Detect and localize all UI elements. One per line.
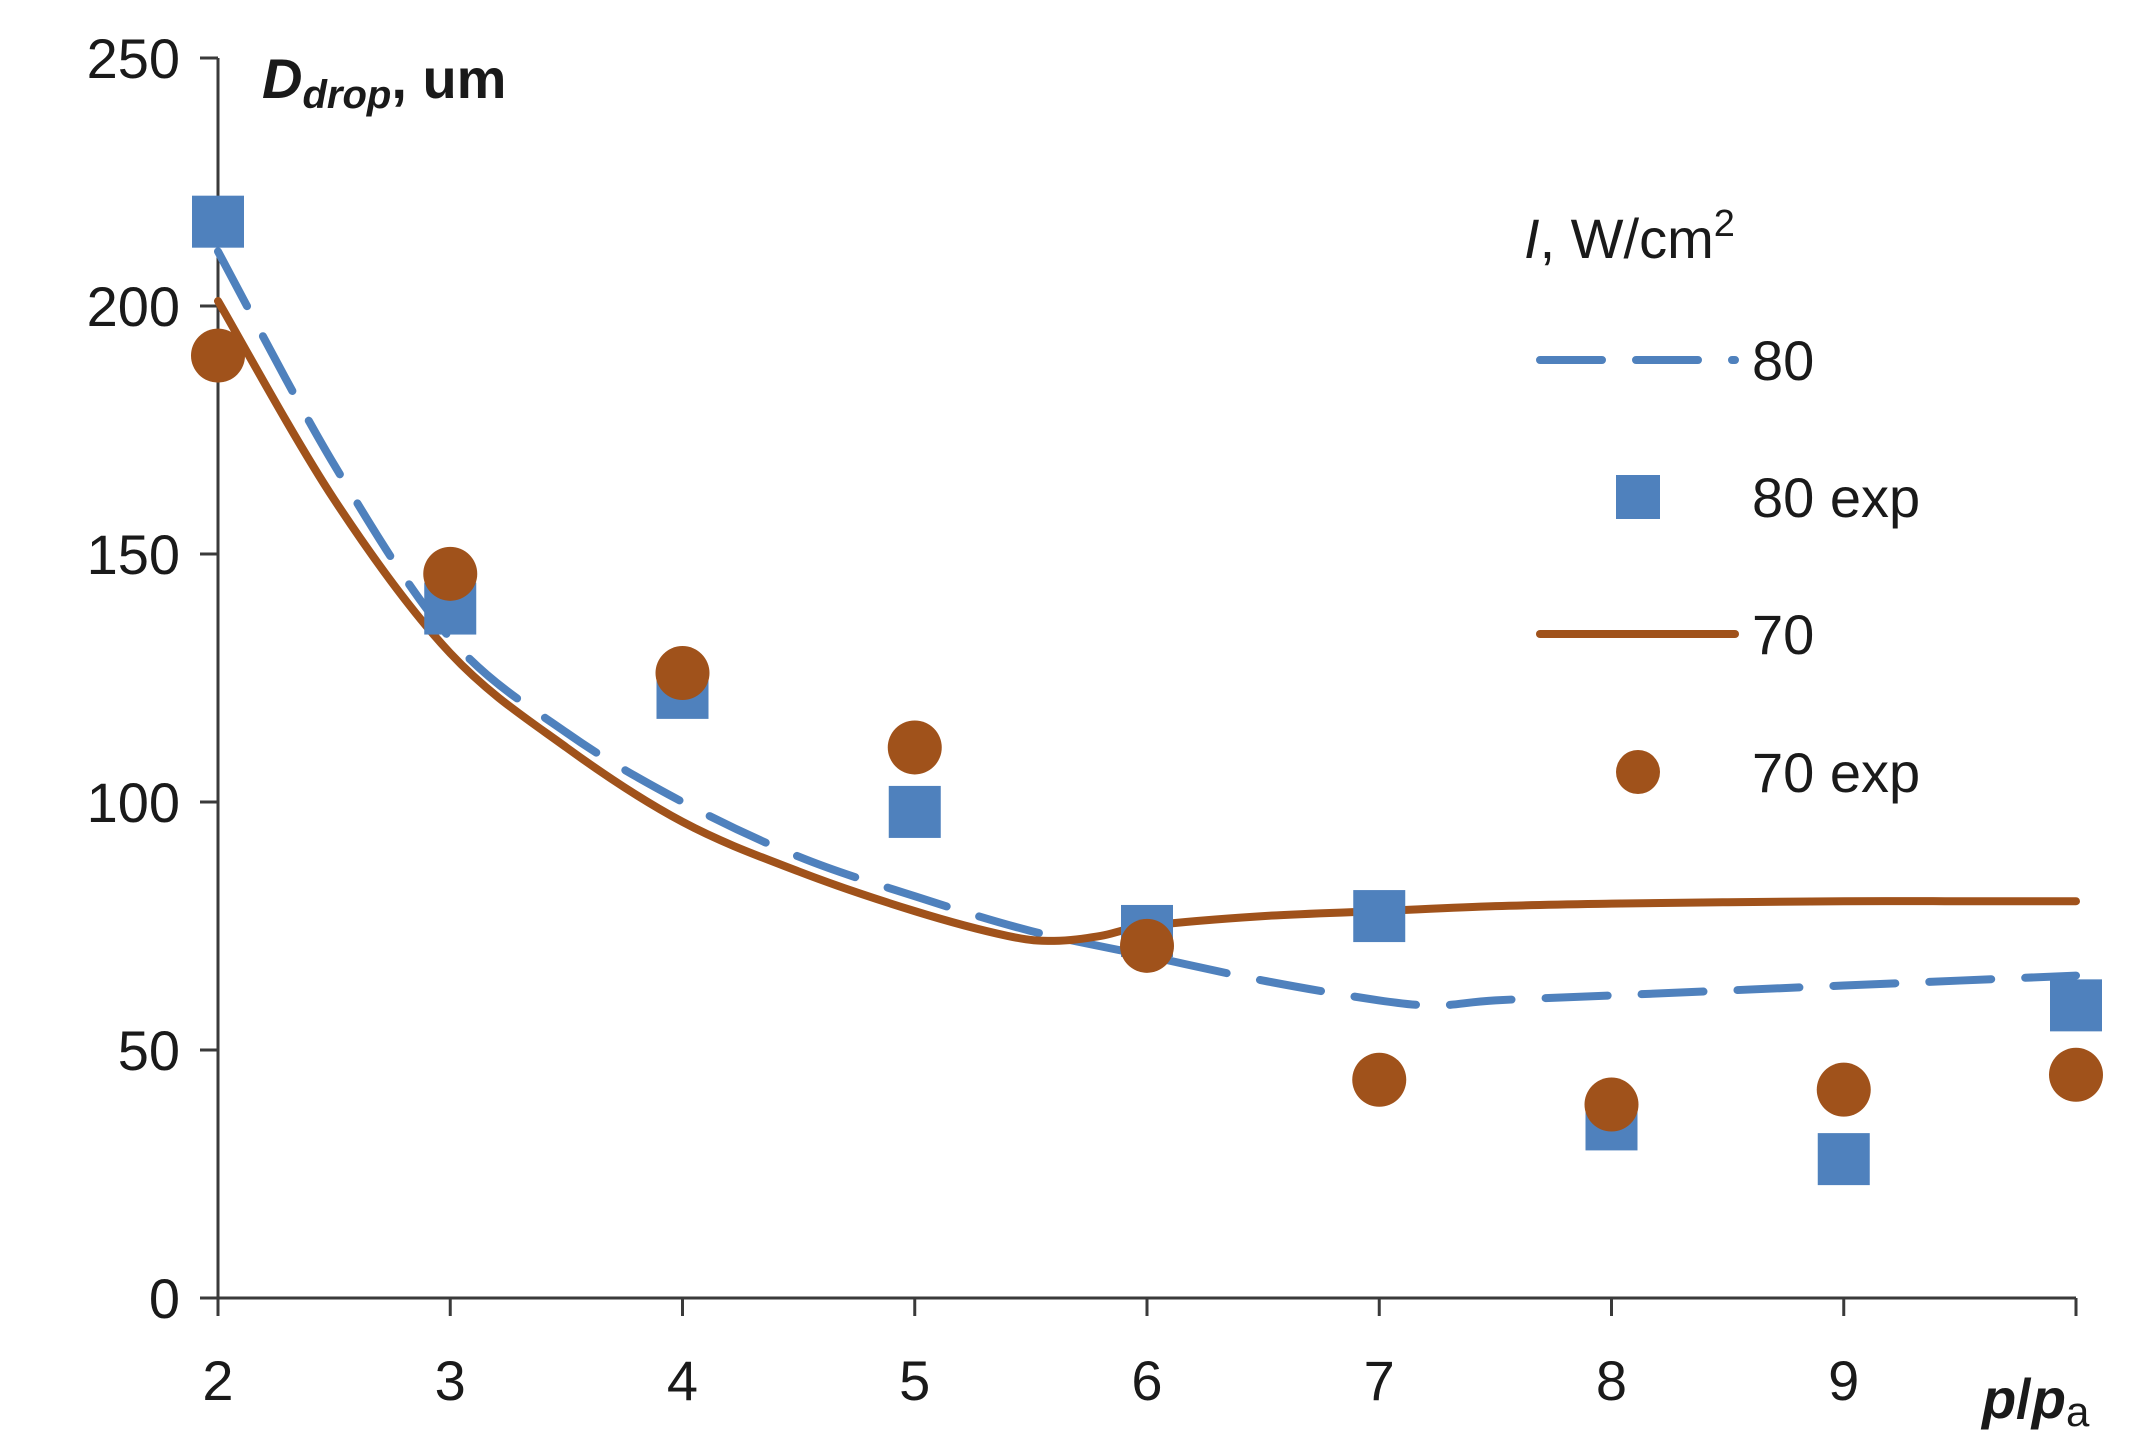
x-tick-label: 9 xyxy=(1828,1349,1859,1412)
series-lines xyxy=(214,247,2080,1010)
y-axis-title: Ddrop, um xyxy=(262,47,506,117)
x-tick-label: 8 xyxy=(1596,1349,1627,1412)
x-axis-title: p/pa xyxy=(1980,1367,2090,1435)
marker-circle xyxy=(1816,1062,1871,1117)
marker-square xyxy=(1817,1133,1870,1186)
legend-title: I, W/cm2 xyxy=(1524,203,1735,270)
y-tick-label: 200 xyxy=(87,275,180,338)
marker-circle xyxy=(1584,1077,1639,1132)
legend-label: 70 exp xyxy=(1752,741,1920,804)
series-markers xyxy=(191,195,2103,1186)
legend-entries: 80 80 exp 70 70 exp xyxy=(1536,329,1920,804)
y-tick-label: 150 xyxy=(87,523,180,586)
x-tick-label: 7 xyxy=(1364,1349,1395,1412)
marker-circle xyxy=(2049,1047,2103,1102)
x-tick-label: 4 xyxy=(667,1349,698,1412)
legend: I, W/cm2 80 80 exp 70 70 exp xyxy=(1524,203,1920,804)
marker-square xyxy=(888,785,941,838)
x-tick-label: 6 xyxy=(1131,1349,1162,1412)
marker-circle xyxy=(1352,1052,1407,1107)
marker-circle xyxy=(191,328,245,383)
legend-label: 70 xyxy=(1752,603,1814,666)
x-tick-label: 2 xyxy=(202,1349,233,1412)
marker-circle xyxy=(1120,918,1174,973)
marker-square xyxy=(1353,890,1406,943)
x-ticks: 2 3 4 5 6 7 8 9 xyxy=(202,1298,2078,1412)
plot-area: 0 50 100 150 200 250 2 3 4 5 6 7 8 9 xyxy=(87,27,2103,1412)
legend-swatch-square xyxy=(1616,475,1660,519)
marker-square xyxy=(192,195,244,248)
y-tick-label: 50 xyxy=(118,1019,180,1082)
marker-circle xyxy=(655,646,710,701)
series-line-80 xyxy=(214,247,2080,1010)
x-tick-label: 5 xyxy=(899,1349,930,1412)
marker-square xyxy=(2050,979,2102,1032)
legend-label: 80 exp xyxy=(1752,466,1920,529)
legend-label: 80 xyxy=(1752,329,1814,392)
marker-circle xyxy=(423,546,478,601)
y-tick-label: 0 xyxy=(149,1267,180,1330)
series-line-70 xyxy=(214,297,2080,945)
y-ticks: 0 50 100 150 200 250 xyxy=(87,27,218,1330)
marker-circle xyxy=(887,720,942,775)
y-tick-label: 250 xyxy=(87,27,180,90)
y-tick-label: 100 xyxy=(87,771,180,834)
legend-swatch-circle xyxy=(1616,750,1660,794)
x-tick-label: 3 xyxy=(435,1349,466,1412)
